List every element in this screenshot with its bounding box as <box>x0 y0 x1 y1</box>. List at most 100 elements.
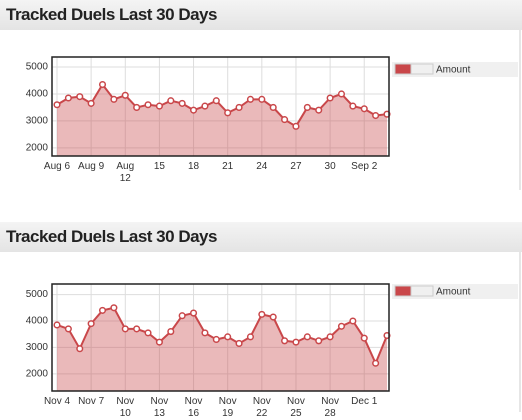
point <box>53 101 61 109</box>
x-tick-label: Aug 6 <box>43 161 71 172</box>
y-tick-label: 2000 <box>26 368 49 379</box>
x-tick-label: Nov 7 <box>78 396 105 407</box>
point <box>144 329 152 337</box>
point <box>98 80 107 89</box>
x-tick-label: 21 <box>222 161 234 172</box>
point <box>155 102 163 110</box>
point <box>246 333 254 341</box>
x-tick-label: Aug 12 <box>116 161 135 184</box>
x-tick-label: Aug 9 <box>78 161 105 172</box>
chart-title: Tracked Duels Last 30 Days <box>0 222 522 252</box>
point <box>133 325 141 333</box>
point <box>110 95 118 103</box>
point <box>326 94 334 102</box>
point <box>269 103 277 111</box>
point <box>144 101 152 109</box>
point <box>258 310 266 318</box>
point <box>121 325 129 333</box>
point <box>212 97 220 105</box>
point <box>87 99 95 107</box>
point <box>190 309 198 317</box>
point <box>258 95 266 103</box>
point <box>201 102 209 110</box>
point <box>303 333 311 341</box>
point <box>292 338 300 346</box>
point <box>167 97 175 105</box>
y-tick-label: 2000 <box>26 143 49 154</box>
x-tick-label: Nov 25 <box>287 396 305 419</box>
point <box>64 94 72 102</box>
plot-border <box>51 283 390 392</box>
point <box>133 103 141 111</box>
point <box>360 334 368 342</box>
x-tick-label: 18 <box>187 161 200 172</box>
point <box>349 102 357 110</box>
point <box>190 106 198 114</box>
point <box>87 320 95 328</box>
point <box>303 103 311 111</box>
legend-box <box>392 62 518 77</box>
point <box>349 317 357 325</box>
point <box>76 345 84 353</box>
x-tick-label: Nov 19 <box>218 396 237 419</box>
point <box>372 111 380 120</box>
x-tick-label: Sep 2 <box>351 161 378 172</box>
point <box>281 116 289 124</box>
point <box>212 335 220 344</box>
y-tick-label: 5000 <box>26 62 49 73</box>
legend-box <box>392 284 518 299</box>
point <box>235 103 243 111</box>
legend-label: Amount <box>436 287 471 298</box>
point <box>155 338 163 346</box>
point <box>224 109 232 117</box>
legend-swatch-frame <box>394 285 434 297</box>
point <box>110 304 118 312</box>
y-tick-label: 5000 <box>26 289 49 300</box>
point <box>178 312 186 320</box>
point <box>360 105 368 113</box>
x-tick-label: Nov 16 <box>184 396 203 419</box>
x-tick-label: Nov 28 <box>321 396 339 419</box>
area <box>57 307 387 391</box>
point <box>281 337 289 345</box>
x-tick-label: 24 <box>256 161 268 172</box>
legend-swatch <box>394 63 412 75</box>
point <box>121 91 129 99</box>
legend-swatch <box>394 285 412 297</box>
point <box>53 321 61 329</box>
point <box>98 306 107 314</box>
point <box>326 333 334 341</box>
point <box>315 337 323 345</box>
x-tick-label: 30 <box>324 161 336 172</box>
point <box>246 95 254 103</box>
x-tick-label: Dec 1 <box>351 396 378 407</box>
x-tick-label: 27 <box>290 161 302 172</box>
plot-border <box>51 56 390 157</box>
y-tick-label: 3000 <box>26 342 49 353</box>
y-tick-label: 4000 <box>26 89 49 100</box>
point <box>269 313 277 321</box>
point <box>64 325 72 333</box>
y-tick-label: 4000 <box>26 316 49 327</box>
legend-label: Amount <box>436 65 471 76</box>
point <box>372 359 380 367</box>
x-tick-label: Nov 22 <box>252 396 271 419</box>
point <box>178 99 186 107</box>
point <box>76 93 84 101</box>
point <box>201 329 209 337</box>
point <box>167 328 175 336</box>
chart-title: Tracked Duels Last 30 Days <box>0 0 522 30</box>
point <box>315 106 323 114</box>
legend-swatch-frame <box>394 63 434 75</box>
point <box>292 122 300 130</box>
x-tick-label: 15 <box>153 161 165 172</box>
point <box>235 339 243 347</box>
x-tick-label: Nov 4 <box>43 396 71 407</box>
y-tick-label: 3000 <box>26 116 49 127</box>
area <box>57 84 387 156</box>
x-tick-label: Nov 10 <box>116 396 135 419</box>
point <box>337 90 346 98</box>
x-tick-label: Nov 13 <box>150 396 169 419</box>
